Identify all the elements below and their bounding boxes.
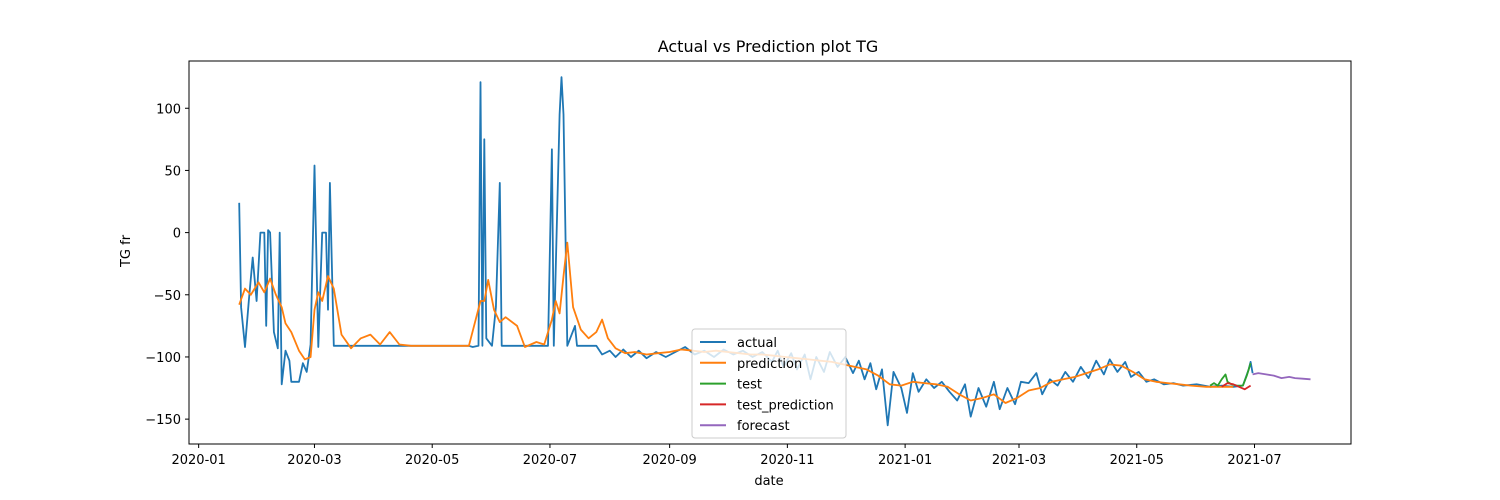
x-axis-label: date xyxy=(754,474,783,489)
x-tick-label: 2021-07 xyxy=(1227,453,1281,468)
x-tick-label: 2021-05 xyxy=(1110,453,1164,468)
y-axis-label: TG fr xyxy=(119,234,134,268)
x-tick-label: 2020-05 xyxy=(405,453,459,468)
plot-area xyxy=(188,60,1352,445)
x-tick-label: 2021-01 xyxy=(878,453,932,468)
x-tick-label: 2021-03 xyxy=(992,453,1046,468)
x-tick-label: 2020-11 xyxy=(760,453,814,468)
legend-label: forecast xyxy=(737,419,790,434)
chart-title: Actual vs Prediction plot TG xyxy=(658,37,879,56)
series-line-prediction xyxy=(238,241,1234,404)
legend-label: test xyxy=(737,378,762,393)
x-axis: 2020-01 2020-03 2020-05 2020-07 2020-09 2020-… xyxy=(171,444,1282,468)
legend: actual prediction test test_predictionforec… xyxy=(691,328,847,439)
x-tick-label: 2020-09 xyxy=(642,453,696,468)
y-tick-label: −50 xyxy=(154,289,181,304)
y-axis: 100 50 0 −50 −100 −150 xyxy=(145,102,189,428)
y-tick-label: 100 xyxy=(156,102,181,117)
legend-label: prediction xyxy=(737,357,802,372)
series-line-forecast xyxy=(1252,372,1311,381)
legend-box xyxy=(691,328,847,439)
x-tick-label: 2020-07 xyxy=(523,453,577,468)
plot-frame xyxy=(188,60,1352,445)
y-tick-label: 0 xyxy=(173,227,181,242)
y-tick-label: −150 xyxy=(145,413,181,428)
y-tick-label: −100 xyxy=(145,351,181,366)
series-line-test xyxy=(1209,362,1252,387)
x-tick-label: 2020-03 xyxy=(287,453,341,468)
y-tick-label: 50 xyxy=(164,164,181,179)
series-line-test-prediction xyxy=(1221,382,1252,391)
legend-label: test_prediction xyxy=(737,398,834,413)
x-tick-label: 2020-01 xyxy=(171,453,225,468)
legend-label: actual xyxy=(737,336,777,351)
